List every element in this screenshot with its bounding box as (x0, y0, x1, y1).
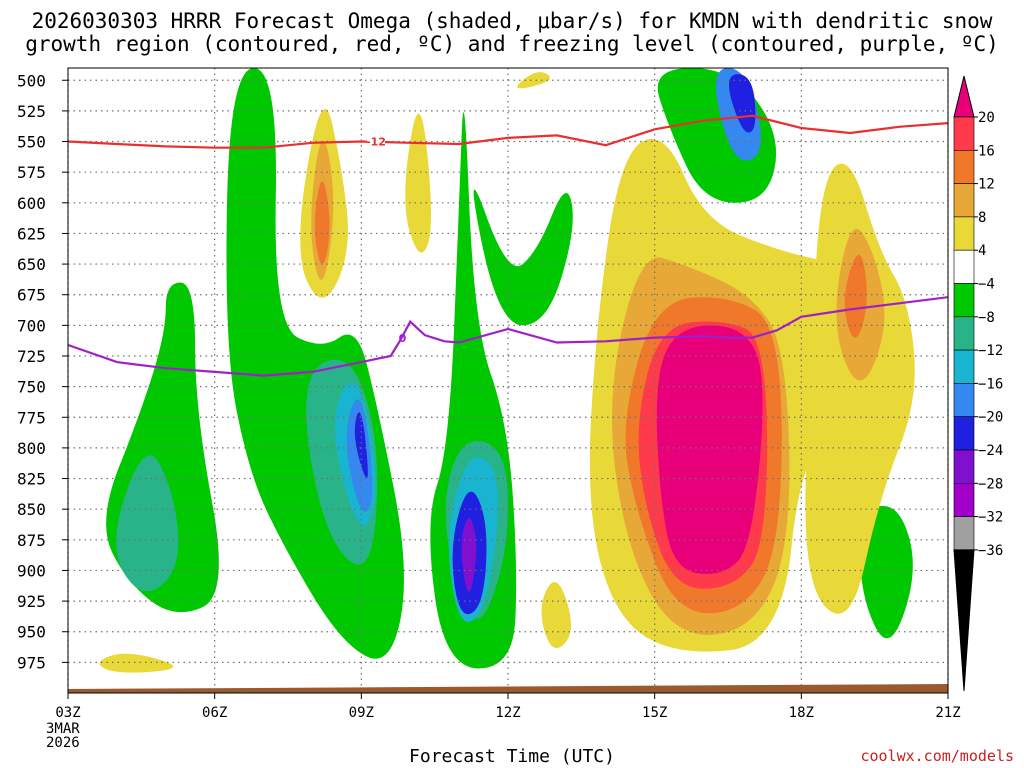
y-tick-label-550: 550 (17, 133, 46, 152)
surface-terrain (68, 684, 948, 693)
y-tick-label-975: 975 (17, 653, 46, 672)
ground-strip (68, 684, 948, 693)
x-tick-label-21Z: 21Z (935, 705, 960, 721)
y-tick-label-500: 500 (17, 71, 46, 90)
omega-region-24 (844, 254, 867, 338)
contours: -12 0 (68, 114, 948, 377)
y-tick-label-600: 600 (17, 194, 46, 213)
colorbar-label-3: 8 (978, 210, 986, 226)
colorbar-segment-5 (953, 283, 975, 318)
colorbar-segment-6 (953, 316, 975, 351)
colorbar-label-11: −28 (978, 476, 1003, 492)
x-tick-label-06Z: 06Z (202, 705, 227, 721)
y-tick-label-800: 800 (17, 439, 46, 458)
colorbar-label-6: −8 (978, 310, 995, 326)
y-tick-label-650: 650 (17, 255, 46, 274)
omega-region-21 (656, 325, 763, 575)
y-tick-label-575: 575 (17, 163, 46, 182)
grid (67, 68, 949, 693)
colorbar-label-13: −36 (978, 543, 1003, 559)
chart-title-line-2: growth region (contoured, red, ºC) and f… (25, 32, 999, 56)
omega-region-22 (805, 163, 915, 614)
freezing-level-line (68, 296, 948, 377)
y-tick-label-900: 900 (17, 561, 46, 580)
colorbar-segment-11 (953, 482, 975, 517)
omega-region-15 (728, 74, 756, 133)
x-tick-label-03Z: 03Z (55, 705, 80, 721)
colorbar-segment-0 (953, 116, 975, 151)
x-tick-label-15Z: 15Z (642, 705, 667, 721)
colorbar-segment-2 (953, 183, 975, 218)
colorbar-segment-1 (953, 150, 975, 184)
dgz-contour-line (68, 114, 948, 149)
omega-region-28 (405, 113, 431, 253)
y-tick-label-625: 625 (17, 224, 46, 243)
dgz-contour-label: -12 (366, 136, 386, 149)
chart-title-line-1: 2026030303 HRRR Forecast Omega (shaded, … (31, 9, 993, 33)
y-tick-label-825: 825 (17, 470, 46, 489)
colorbar-label-7: −12 (978, 343, 1003, 359)
colorbar-segment-7 (953, 349, 975, 384)
y-tick-label-675: 675 (17, 286, 46, 305)
x-tick-label-18Z: 18Z (789, 705, 814, 721)
omega-region-16 (860, 505, 913, 639)
x-axis-label: Forecast Time (UTC) (409, 746, 615, 767)
omega-shading (99, 68, 915, 673)
colorbar-label-10: −24 (978, 443, 1003, 459)
colorbar-label-12: −32 (978, 510, 1003, 526)
colorbar-bottom-triangle (953, 549, 975, 692)
colorbar-label-8: −16 (978, 376, 1003, 392)
y-tick-label-950: 950 (17, 623, 46, 642)
freezing-level-label: 0 (399, 332, 407, 345)
colorbar-label-2: 12 (978, 177, 995, 193)
omega-region-29 (517, 72, 550, 89)
colorbar-segment-3 (953, 216, 975, 251)
colorbar-label-0: 20 (978, 110, 995, 126)
omega-region-6 (354, 412, 368, 479)
colorbar-label-5: −4 (978, 277, 995, 293)
colorbar-segment-4 (953, 249, 975, 284)
colorbar-segment-12 (953, 516, 975, 551)
x-tick-label-09Z: 09Z (349, 705, 374, 721)
colorbar-top-triangle (953, 75, 975, 118)
y-tick-label-525: 525 (17, 102, 46, 121)
colorbar-segment-9 (953, 416, 975, 451)
x-tick-label-12Z: 12Z (495, 705, 520, 721)
y-tick-label-850: 850 (17, 500, 46, 519)
omega-region-31 (99, 653, 174, 673)
date-label-year: 2026 (46, 735, 80, 751)
omega-region-2 (116, 455, 179, 592)
y-tick-label-725: 725 (17, 347, 46, 366)
colorbar-segment-10 (953, 449, 975, 484)
colorbar-label-4: 4 (978, 243, 986, 259)
axes: 500 525 550 575 600 625 650 675 700 725 750 775 800 8… (17, 67, 961, 721)
omega-region-27 (314, 181, 330, 265)
y-tick-label-750: 750 (17, 378, 46, 397)
omega-region-12 (461, 518, 477, 592)
dgz-label-bg (367, 134, 385, 148)
y-tick-label-775: 775 (17, 408, 46, 427)
colorbar-segment-8 (953, 383, 975, 417)
watermark: coolwx.com/models (860, 747, 1014, 765)
colorbar: 20 16 12 8 4 −4 −8 −12 −16 −20 −24 −28 −32 −36 (953, 75, 1003, 692)
colorbar-label-9: −20 (978, 410, 1003, 426)
y-tick-label-925: 925 (17, 592, 46, 611)
date-label-day: 3MAR (46, 721, 80, 737)
colorbar-label-1: 16 (978, 143, 995, 159)
omega-region-8 (473, 189, 573, 326)
date-label: 3MAR 2026 (46, 722, 80, 750)
y-tick-label-700: 700 (17, 316, 46, 335)
y-tick-label-875: 875 (17, 531, 46, 550)
